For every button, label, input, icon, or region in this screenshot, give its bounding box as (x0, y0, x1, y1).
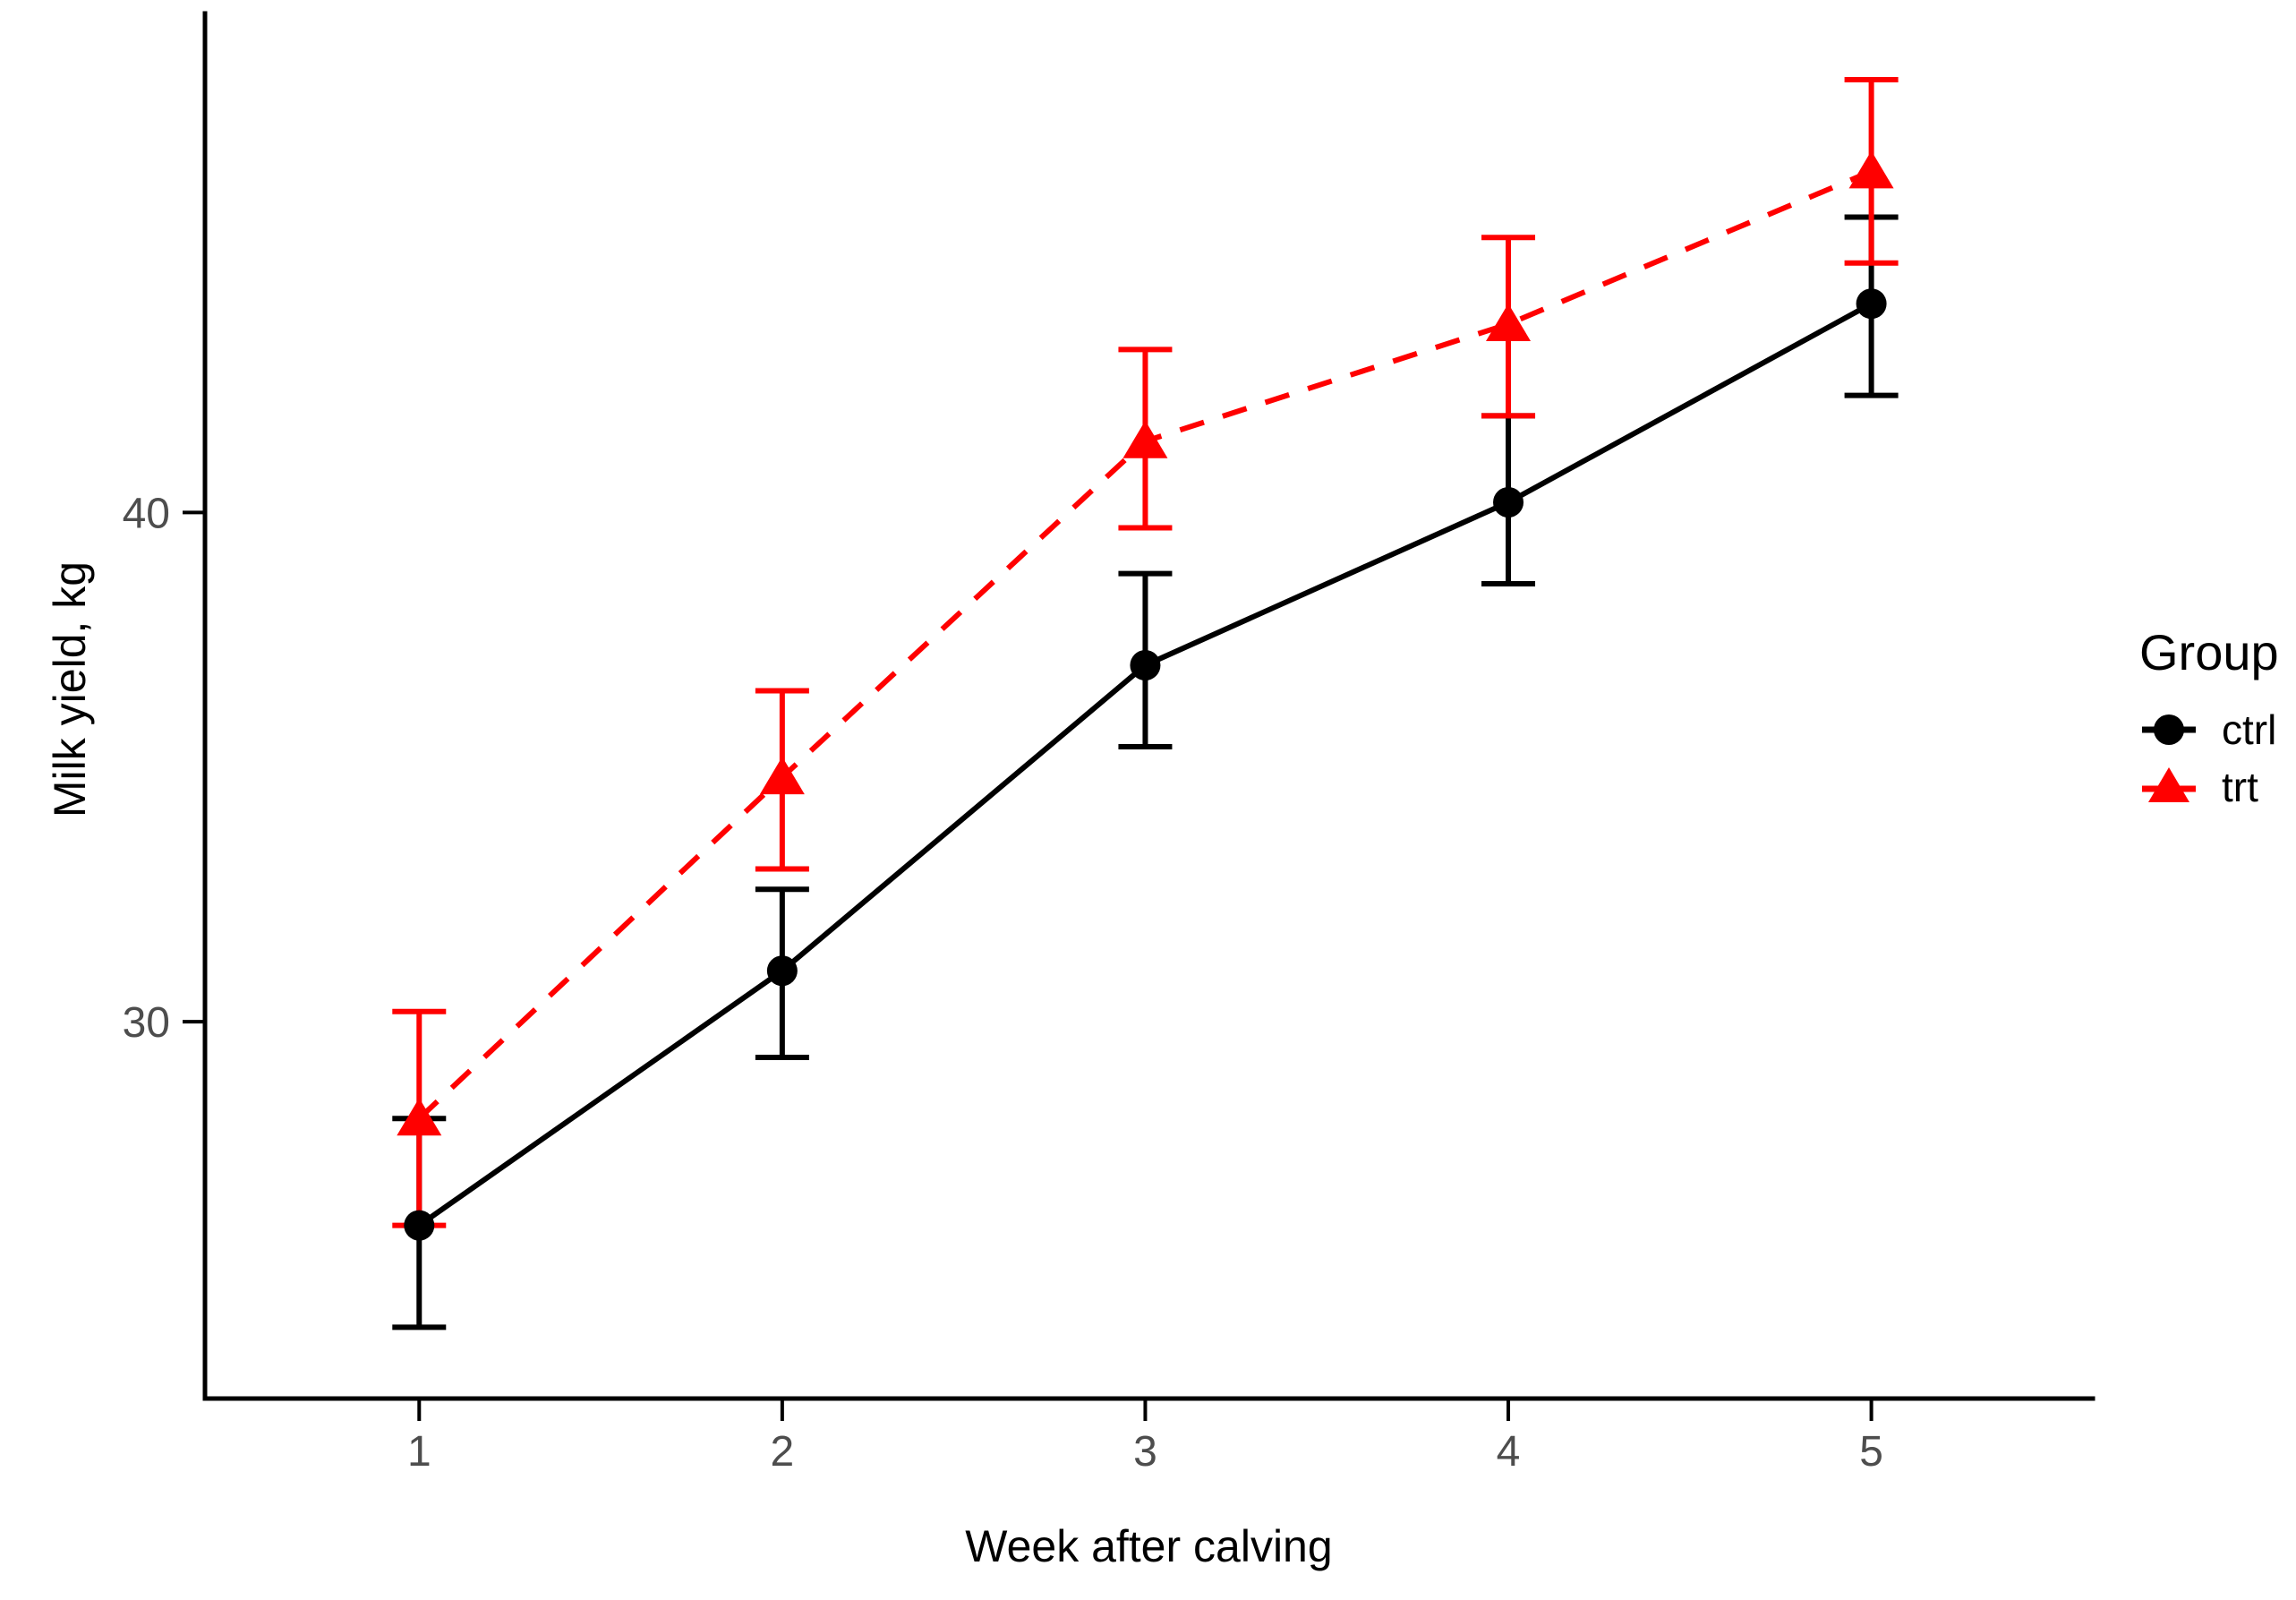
x-axis-title: Week after calving (965, 1521, 1333, 1571)
legend-key-ctrl-icon (2142, 714, 2196, 745)
marker-ctrl-2 (1130, 650, 1161, 680)
marker-ctrl-1 (766, 955, 798, 987)
legend-title: Group (2139, 624, 2279, 680)
marker-ctrl-4 (1856, 288, 1887, 320)
marker-ctrl-0 (404, 1210, 435, 1241)
legend-key-trt-icon (2142, 767, 2196, 802)
marker-trt-3 (1486, 303, 1532, 341)
legend-item-trt: trt (2139, 758, 2279, 816)
marker-trt-1 (759, 757, 805, 795)
marker-trt-2 (1122, 420, 1168, 458)
legend-item-ctrl: ctrl (2139, 701, 2279, 758)
x-tick-label-0: 1 (407, 1428, 431, 1476)
x-tick-label-2: 3 (1133, 1428, 1157, 1476)
x-tick-label-1: 2 (771, 1428, 795, 1476)
legend-label-trt: trt (2222, 764, 2258, 810)
legend: Group ctrl trt (2139, 623, 2279, 816)
legend-label-ctrl: ctrl (2222, 706, 2277, 753)
marker-trt-4 (1848, 150, 1894, 189)
y-tick-label-1: 40 (123, 490, 170, 537)
x-tick-label-4: 5 (1859, 1428, 1883, 1476)
marker-trt-0 (397, 1098, 442, 1136)
marker-ctrl-3 (1493, 487, 1524, 518)
y-axis-title: Milk yield, kg (45, 560, 95, 818)
y-tick-label-0: 30 (123, 999, 170, 1047)
x-tick-label-3: 4 (1497, 1428, 1521, 1476)
